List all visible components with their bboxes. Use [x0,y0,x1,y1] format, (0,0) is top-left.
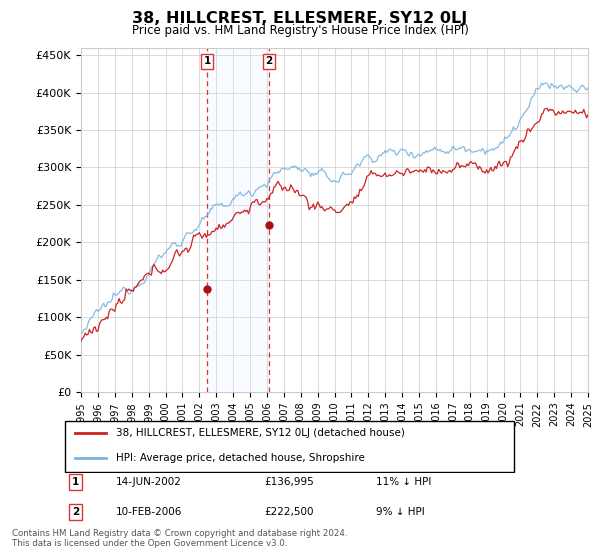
FancyBboxPatch shape [65,421,514,472]
Text: 38, HILLCREST, ELLESMERE, SY12 0LJ (detached house): 38, HILLCREST, ELLESMERE, SY12 0LJ (deta… [116,428,405,438]
Text: £136,995: £136,995 [264,477,314,487]
Text: 11% ↓ HPI: 11% ↓ HPI [376,477,431,487]
Text: 38, HILLCREST, ELLESMERE, SY12 0LJ: 38, HILLCREST, ELLESMERE, SY12 0LJ [133,11,467,26]
Text: This data is licensed under the Open Government Licence v3.0.: This data is licensed under the Open Gov… [12,539,287,548]
Text: 10-FEB-2006: 10-FEB-2006 [116,507,182,517]
Bar [207,48,269,392]
Text: 1: 1 [71,477,79,487]
Text: 9% ↓ HPI: 9% ↓ HPI [376,507,425,517]
Text: Price paid vs. HM Land Registry's House Price Index (HPI): Price paid vs. HM Land Registry's House … [131,24,469,36]
Text: 1: 1 [203,56,211,66]
Text: 2: 2 [71,507,79,517]
Text: £222,500: £222,500 [264,507,314,517]
Text: 14-JUN-2002: 14-JUN-2002 [116,477,182,487]
Text: 2: 2 [265,56,272,66]
Text: Contains HM Land Registry data © Crown copyright and database right 2024.: Contains HM Land Registry data © Crown c… [12,529,347,538]
Text: HPI: Average price, detached house, Shropshire: HPI: Average price, detached house, Shro… [116,453,365,463]
